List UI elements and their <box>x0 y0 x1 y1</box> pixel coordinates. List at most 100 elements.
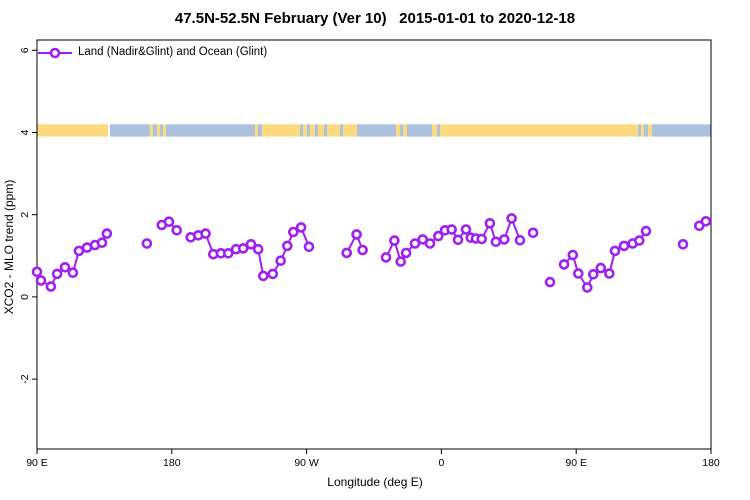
data-point <box>424 238 436 249</box>
data-point <box>633 235 645 246</box>
data-point <box>572 268 584 279</box>
band-segment-land <box>254 124 258 137</box>
y-tick-label: 0 <box>19 294 31 300</box>
band-segment-land <box>396 124 400 137</box>
band-segment-ocean <box>307 124 310 137</box>
band-segment-ocean <box>160 124 163 137</box>
data-point <box>409 238 421 249</box>
legend-label: Land (Nadir&Glint) and Ocean (Glint) <box>78 46 268 58</box>
x-tick-label: 180 <box>702 457 720 469</box>
data-point <box>223 248 234 259</box>
data-point <box>267 268 279 280</box>
data-point <box>595 262 607 274</box>
data-point <box>460 224 472 235</box>
data-point <box>73 245 85 257</box>
data-point <box>395 256 407 267</box>
data-point <box>237 243 249 254</box>
data-point <box>567 249 579 261</box>
y-tick-label: -2 <box>19 374 31 383</box>
data-point <box>452 234 464 246</box>
band-segment-land <box>163 124 166 137</box>
data-point <box>295 222 307 233</box>
band-segment-land <box>37 124 108 137</box>
band-segment-land <box>318 124 324 137</box>
data-point <box>400 247 412 259</box>
data-point <box>163 216 175 227</box>
data-point <box>603 268 615 279</box>
data-point <box>171 225 182 236</box>
legend-marker-icon <box>49 47 61 59</box>
data-point <box>96 237 108 248</box>
data-point <box>476 233 488 245</box>
x-tick-label: 90 W <box>294 457 319 469</box>
data-point <box>380 252 392 263</box>
data-point <box>640 225 652 237</box>
data-point <box>587 268 599 280</box>
data-point <box>281 240 293 252</box>
data-point <box>101 228 113 239</box>
band-segment-ocean <box>340 124 343 137</box>
band-segment-land <box>641 124 645 137</box>
data-point <box>51 268 63 280</box>
y-tick-label: 2 <box>19 212 31 218</box>
band-segment-ocean <box>437 124 441 137</box>
band-segment-ocean <box>407 124 432 137</box>
data-point <box>506 213 517 224</box>
data-point <box>59 261 71 273</box>
band-segment-land <box>262 124 300 137</box>
band-segment-land <box>149 124 153 137</box>
data-point <box>618 240 630 252</box>
y-tick-label: 4 <box>19 129 31 135</box>
band-segment-ocean <box>315 124 318 137</box>
data-point <box>581 282 593 293</box>
band-segment-ocean <box>644 124 648 137</box>
chart-title: 47.5N-52.5N February (Ver 10) 2015-01-01… <box>174 10 576 27</box>
band-segment-land <box>440 124 639 137</box>
band-segment-ocean <box>324 124 327 137</box>
band-segment-land <box>343 124 357 137</box>
data-point <box>357 244 368 256</box>
band-segment-land <box>648 124 652 137</box>
band-segment-ocean <box>109 124 150 137</box>
band-segment-ocean <box>400 124 404 137</box>
data-point <box>35 275 47 286</box>
band-segment-land <box>303 124 307 137</box>
data-point <box>514 234 526 246</box>
data-point <box>677 239 689 250</box>
band-segment-land <box>403 124 407 137</box>
band-segment-ocean <box>356 124 396 137</box>
band-segment-ocean <box>300 124 303 137</box>
x-tick-label: 90 E <box>565 457 587 469</box>
band-segment-ocean <box>152 124 157 137</box>
data-point <box>257 270 269 282</box>
data-point <box>700 216 712 227</box>
data-point <box>446 224 458 235</box>
data-point <box>351 229 362 240</box>
data-point <box>558 259 570 270</box>
data-point <box>432 230 444 242</box>
x-tick-label: 0 <box>438 457 444 469</box>
data-point <box>31 266 43 278</box>
data-point <box>200 228 211 239</box>
plot-border <box>36 39 712 450</box>
data-point <box>341 247 353 259</box>
data-point <box>389 235 400 246</box>
data-point <box>67 267 79 279</box>
data-point <box>498 234 510 245</box>
data-point <box>275 255 287 267</box>
data-point <box>544 276 556 288</box>
data-point <box>490 236 502 248</box>
band-segment-ocean <box>166 124 255 137</box>
band-segment-land <box>157 124 160 137</box>
data-point <box>303 241 315 253</box>
data-point <box>484 218 496 229</box>
band-segment-land <box>327 124 340 137</box>
band-segment-ocean <box>257 124 262 137</box>
y-tick-label: 6 <box>19 47 31 53</box>
x-axis-label: Longitude (deg E) <box>327 475 423 489</box>
data-point <box>527 227 539 239</box>
band-segment-land <box>310 124 315 137</box>
data-point <box>245 239 257 250</box>
